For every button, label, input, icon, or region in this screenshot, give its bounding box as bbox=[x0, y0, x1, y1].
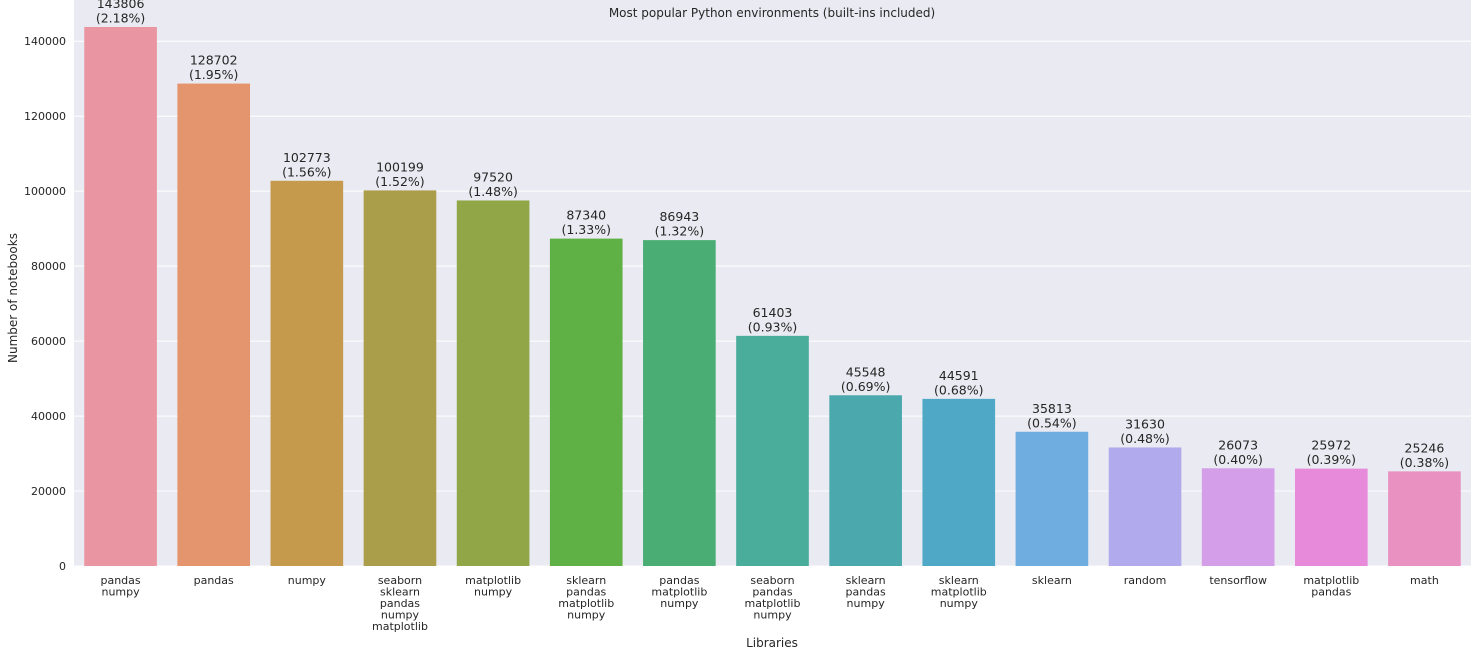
y-tick-label: 20000 bbox=[31, 485, 66, 498]
x-tick-label: random bbox=[1124, 574, 1167, 587]
value-label: 31630 (0.48%) bbox=[1120, 416, 1169, 446]
y-tick-label: 0 bbox=[59, 560, 66, 573]
y-tick-label: 40000 bbox=[31, 410, 66, 423]
bar bbox=[643, 240, 716, 566]
bar bbox=[1294, 468, 1368, 566]
x-tick-label: math bbox=[1410, 574, 1439, 587]
x-axis-label: Libraries bbox=[746, 636, 798, 650]
x-tick-label: sklearn pandas numpy bbox=[846, 574, 886, 610]
chart-title: Most popular Python environments (built-… bbox=[609, 6, 935, 20]
y-tick-label: 140000 bbox=[24, 35, 66, 48]
value-label: 35813 (0.54%) bbox=[1027, 401, 1076, 431]
bar bbox=[270, 180, 344, 566]
value-label: 87340 (1.33%) bbox=[561, 208, 610, 238]
x-tick-label: sklearn matplotlib numpy bbox=[931, 574, 987, 610]
bar bbox=[1388, 471, 1461, 566]
x-tick-label: seaborn sklearn pandas numpy matplotlib bbox=[372, 574, 428, 633]
bar bbox=[549, 238, 623, 566]
bar bbox=[1108, 447, 1182, 566]
value-label: 25972 (0.39%) bbox=[1307, 438, 1356, 468]
y-tick-label: 80000 bbox=[31, 260, 66, 273]
value-label: 45548 (0.69%) bbox=[841, 364, 890, 394]
bar bbox=[829, 395, 902, 566]
bar bbox=[1201, 468, 1275, 566]
bar bbox=[363, 190, 437, 566]
bar bbox=[456, 200, 530, 566]
bar bbox=[922, 398, 996, 566]
value-label: 143806 (2.18%) bbox=[96, 0, 145, 25]
value-label: 25246 (0.38%) bbox=[1400, 440, 1449, 470]
x-tick-label: seaborn pandas matplotlib numpy bbox=[745, 574, 801, 622]
x-tick-label: sklearn bbox=[1032, 574, 1072, 587]
y-axis-label: Number of notebooks bbox=[6, 233, 20, 363]
value-label: 61403 (0.93%) bbox=[748, 305, 797, 335]
bar bbox=[736, 335, 809, 566]
x-tick-label: matplotlib pandas bbox=[1303, 574, 1359, 599]
x-tick-label: sklearn pandas matplotlib numpy bbox=[558, 574, 614, 622]
bar bbox=[1015, 431, 1089, 566]
x-tick-label: tensorflow bbox=[1209, 574, 1267, 587]
bar bbox=[84, 26, 157, 567]
x-tick-label: matplotlib numpy bbox=[465, 574, 521, 599]
value-label: 86943 (1.32%) bbox=[655, 209, 704, 239]
value-label: 128702 (1.95%) bbox=[189, 53, 238, 83]
value-label: 100199 (1.52%) bbox=[375, 159, 424, 189]
y-tick-label: 60000 bbox=[31, 335, 66, 348]
x-tick-label: pandas bbox=[194, 574, 234, 587]
y-tick-label: 100000 bbox=[24, 185, 66, 198]
bar bbox=[177, 83, 251, 567]
value-label: 97520 (1.48%) bbox=[468, 169, 517, 199]
value-label: 26073 (0.40%) bbox=[1213, 437, 1262, 467]
x-tick-label: numpy bbox=[288, 574, 327, 587]
value-label: 44591 (0.68%) bbox=[934, 368, 983, 398]
value-label: 102773 (1.56%) bbox=[282, 150, 331, 180]
x-tick-label: pandas numpy bbox=[100, 574, 140, 599]
x-tick-label: pandas matplotlib numpy bbox=[651, 574, 707, 610]
y-tick-label: 120000 bbox=[24, 110, 66, 123]
